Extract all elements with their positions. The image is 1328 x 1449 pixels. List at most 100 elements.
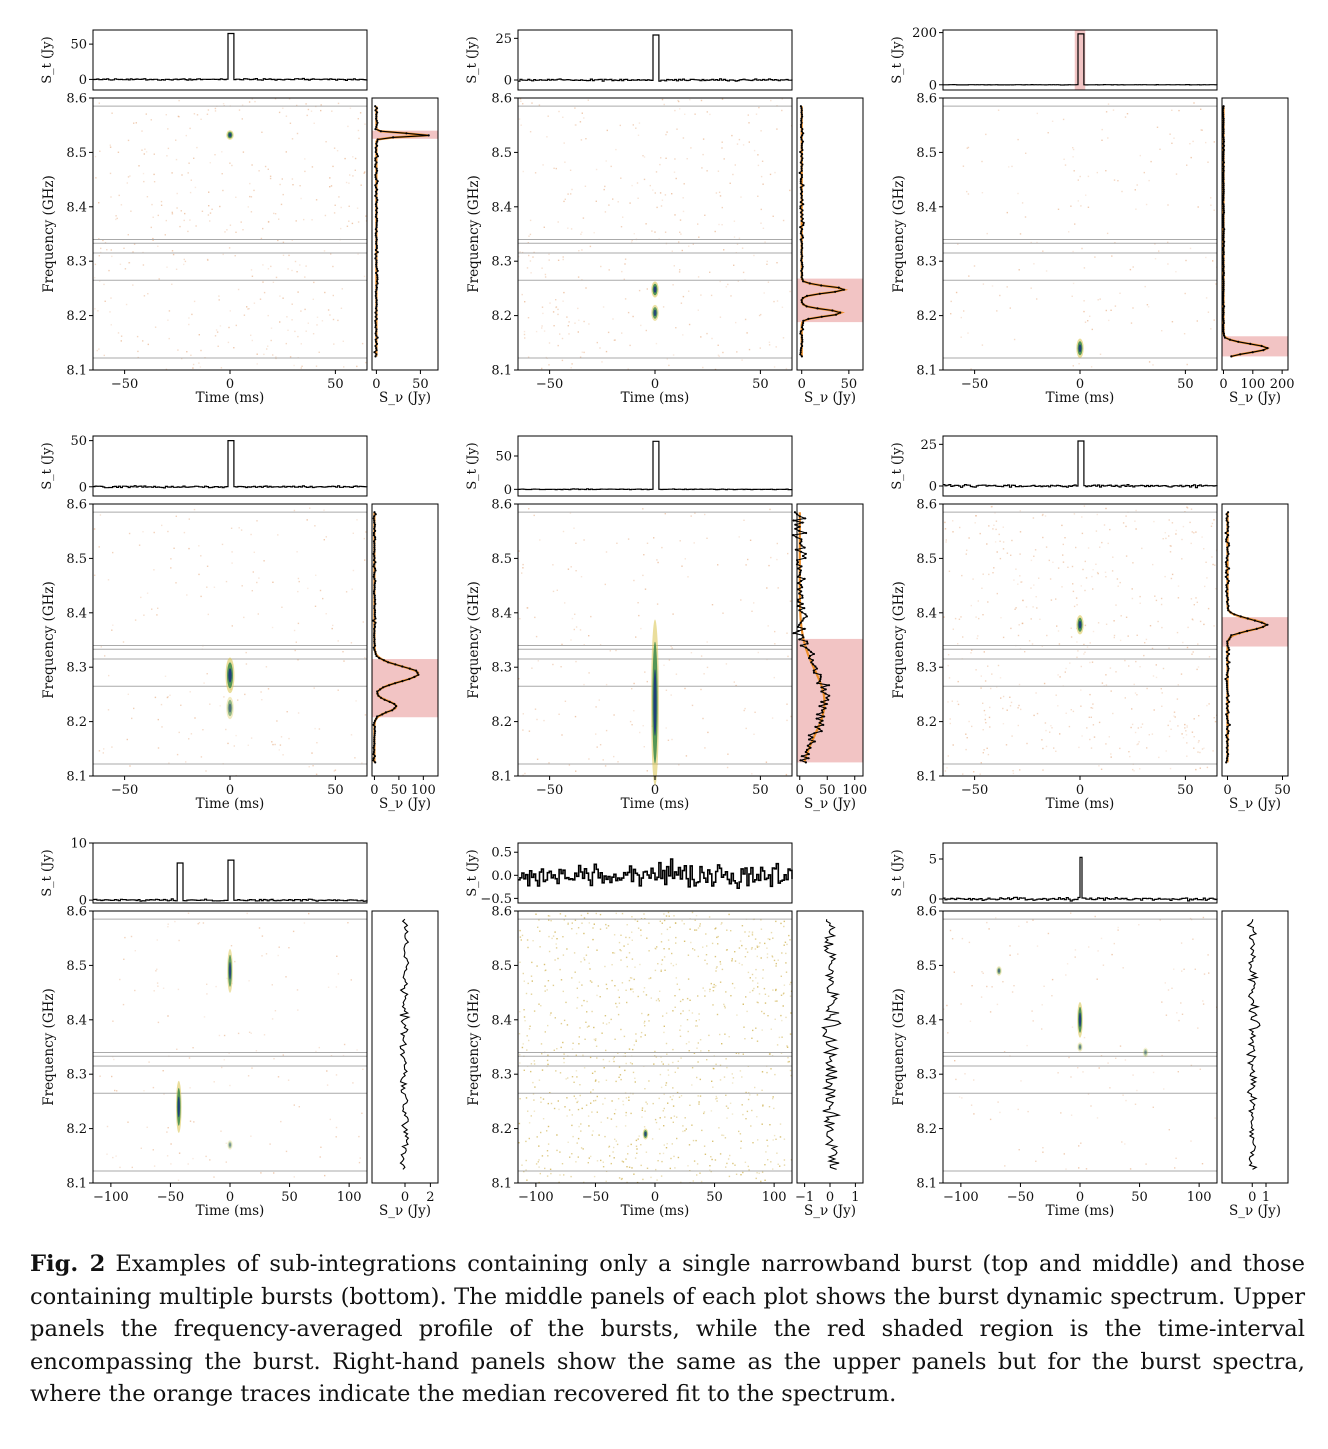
noise-pixel	[190, 354, 192, 356]
noise-pixel	[595, 1045, 598, 1047]
noise-pixel	[161, 524, 163, 527]
spectrum-point	[375, 142, 378, 145]
noise-pixel	[790, 990, 792, 992]
noise-pixel	[208, 205, 210, 207]
spectrum-point	[1222, 150, 1225, 154]
noise-pixel	[329, 177, 331, 179]
spectrum-point	[373, 727, 376, 731]
noise-pixel	[282, 241, 285, 244]
spectrum-point	[1226, 719, 1229, 722]
noise-pixel	[738, 1052, 740, 1055]
spectrum-point	[374, 105, 377, 108]
noise-pixel	[191, 313, 193, 316]
noise-pixel	[1000, 617, 1002, 619]
noise-pixel	[642, 1178, 644, 1181]
spectrum-point	[804, 613, 807, 616]
noise-pixel	[689, 1104, 691, 1106]
noise-pixel	[1108, 319, 1110, 322]
spectrum-point	[375, 171, 378, 174]
spectrum-point	[374, 190, 378, 193]
noise-pixel	[1039, 618, 1041, 620]
noise-pixel	[1057, 208, 1060, 210]
noise-pixel	[740, 1147, 742, 1149]
noise-pixel	[1203, 747, 1205, 749]
noise-pixel	[741, 925, 744, 927]
spectrum-point	[375, 217, 379, 220]
spectrum-background	[372, 911, 438, 1183]
noise-pixel	[638, 614, 640, 617]
noise-pixel	[168, 762, 170, 764]
noise-pixel	[727, 1158, 730, 1160]
spectrum-point	[372, 575, 375, 578]
noise-pixel	[633, 579, 635, 582]
noise-pixel	[1010, 701, 1013, 704]
noise-pixel	[1161, 705, 1163, 707]
spectrum-point	[375, 309, 378, 312]
noise-pixel	[994, 512, 996, 514]
noise-pixel	[654, 1050, 656, 1053]
noise-pixel	[203, 1016, 206, 1018]
noise-pixel	[1121, 1141, 1123, 1143]
spectrum-point	[375, 107, 379, 110]
spectrum-point	[1222, 307, 1225, 310]
spectrum-point	[1227, 598, 1230, 601]
noise-pixel	[732, 1077, 735, 1079]
spectrum-point	[797, 567, 800, 570]
spectrum-point	[798, 171, 801, 174]
noise-pixel	[719, 316, 722, 318]
noise-pixel	[541, 367, 543, 370]
spectrum-point	[1222, 125, 1225, 129]
noise-pixel	[1145, 638, 1148, 641]
noise-pixel	[715, 985, 717, 987]
noise-pixel	[1173, 137, 1175, 139]
noise-pixel	[656, 559, 658, 561]
noise-pixel	[1119, 581, 1121, 584]
noise-pixel	[587, 99, 589, 101]
noise-pixel	[655, 342, 658, 345]
spectrum-point	[375, 238, 378, 241]
noise-pixel	[1036, 241, 1038, 244]
noise-pixel	[567, 568, 570, 570]
noise-pixel	[727, 753, 729, 755]
spectrum-point	[1222, 223, 1225, 227]
noise-pixel	[591, 1111, 593, 1113]
noise-pixel	[1131, 708, 1133, 710]
noise-pixel	[945, 539, 947, 541]
noise-pixel	[700, 99, 703, 102]
noise-pixel	[787, 552, 789, 555]
noise-pixel	[634, 1081, 636, 1083]
spectrum-point	[376, 138, 379, 141]
noise-pixel	[1017, 724, 1019, 727]
noise-pixel	[166, 155, 168, 157]
noise-pixel	[1065, 974, 1067, 976]
noise-pixel	[609, 650, 611, 652]
noise-pixel	[642, 508, 644, 510]
noise-pixel	[717, 564, 719, 566]
noise-pixel	[666, 358, 668, 360]
noise-pixel	[773, 300, 775, 303]
noise-pixel	[1002, 526, 1004, 528]
noise-pixel	[120, 340, 122, 342]
noise-pixel	[705, 933, 707, 935]
noise-pixel	[323, 539, 325, 541]
spectrum-point	[372, 559, 376, 562]
spectrum-point	[821, 711, 824, 714]
noise-pixel	[185, 761, 187, 763]
spectrum-point	[374, 234, 377, 237]
noise-pixel	[297, 335, 299, 338]
noise-pixel	[671, 952, 673, 955]
noise-pixel	[1121, 190, 1123, 193]
noise-pixel	[547, 1143, 550, 1145]
noise-pixel	[757, 982, 759, 984]
noise-pixel	[247, 206, 249, 208]
noise-pixel	[633, 978, 635, 981]
noise-pixel	[580, 1130, 582, 1132]
spectrum-point	[1227, 711, 1230, 714]
noise-pixel	[786, 719, 788, 722]
noise-pixel	[769, 938, 771, 941]
noise-pixel	[661, 959, 664, 961]
noise-pixel	[170, 567, 172, 569]
noise-pixel	[359, 1157, 361, 1159]
noise-pixel	[709, 113, 711, 116]
noise-pixel	[633, 1173, 635, 1175]
